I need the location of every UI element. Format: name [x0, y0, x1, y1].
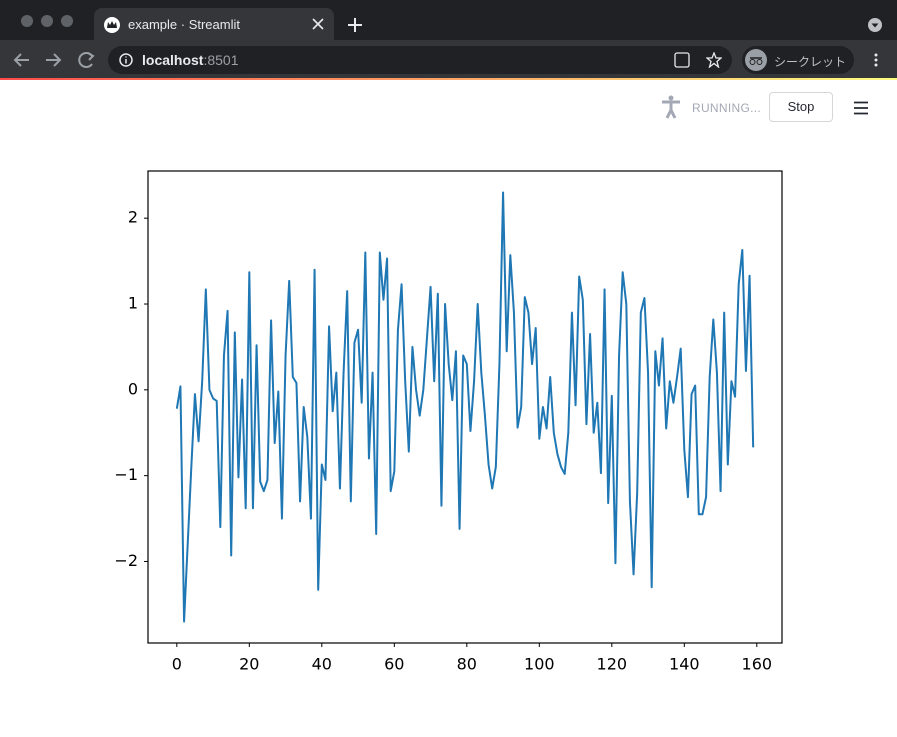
url-host: localhost — [142, 52, 204, 68]
data-line — [175, 191, 755, 623]
x-tick-label: 100 — [524, 655, 555, 674]
plot-frame — [147, 170, 783, 644]
tab-menu[interactable] — [867, 17, 883, 33]
browser-menu[interactable] — [873, 52, 879, 68]
window-maximize[interactable] — [61, 15, 73, 27]
x-tick-label: 160 — [742, 655, 773, 674]
x-tick-label: 80 — [457, 655, 477, 674]
running-icon — [662, 95, 680, 119]
tab-favicon — [104, 17, 120, 33]
nav-buttons[interactable] — [8, 40, 98, 78]
y-tick-label: 0 — [128, 379, 138, 398]
stop-button[interactable]: Stop — [769, 92, 833, 122]
incognito-icon — [745, 49, 767, 71]
status: RUNNING... — [692, 101, 761, 115]
y-tick-label: −2 — [114, 551, 138, 570]
url: localhost:8501 — [142, 52, 239, 68]
address-bar[interactable]: localhost:8501 — [108, 46, 732, 74]
x-tick-label: 60 — [384, 655, 404, 674]
bookmark-star[interactable] — [706, 52, 722, 68]
y-tick-label: 2 — [128, 208, 138, 227]
tab-close[interactable] — [312, 18, 324, 30]
x-tick-label: 20 — [239, 655, 259, 674]
info-icon — [119, 53, 133, 67]
chart: 0 20 40 60 80 100 120 140 160 −2 −1 0 1 2 — [114, 170, 783, 674]
header-accent — [0, 78, 897, 80]
x-tick-label: 0 — [172, 655, 182, 674]
x-tick-label: 140 — [669, 655, 700, 674]
x-tick-label: 40 — [312, 655, 332, 674]
tab[interactable]: example · Streamlit — [94, 8, 334, 40]
profile-label: シークレット — [774, 55, 847, 69]
y-tick-label: −1 — [114, 465, 138, 484]
y-tick-label: 1 — [128, 294, 138, 313]
new-tab[interactable] — [347, 17, 363, 33]
window-minimize[interactable] — [41, 15, 53, 27]
toolbar: localhost:8501 シークレット — [0, 40, 897, 78]
incognito-badge[interactable]: シークレット — [742, 46, 854, 74]
window-close[interactable] — [21, 15, 33, 27]
url-port: :8501 — [203, 52, 239, 68]
app-menu[interactable] — [853, 101, 869, 115]
tab-title: example · Streamlit — [128, 17, 240, 32]
x-tick-label: 120 — [597, 655, 628, 674]
translate-icon[interactable] — [674, 52, 690, 68]
tab-bar: example · Streamlit — [0, 0, 897, 40]
